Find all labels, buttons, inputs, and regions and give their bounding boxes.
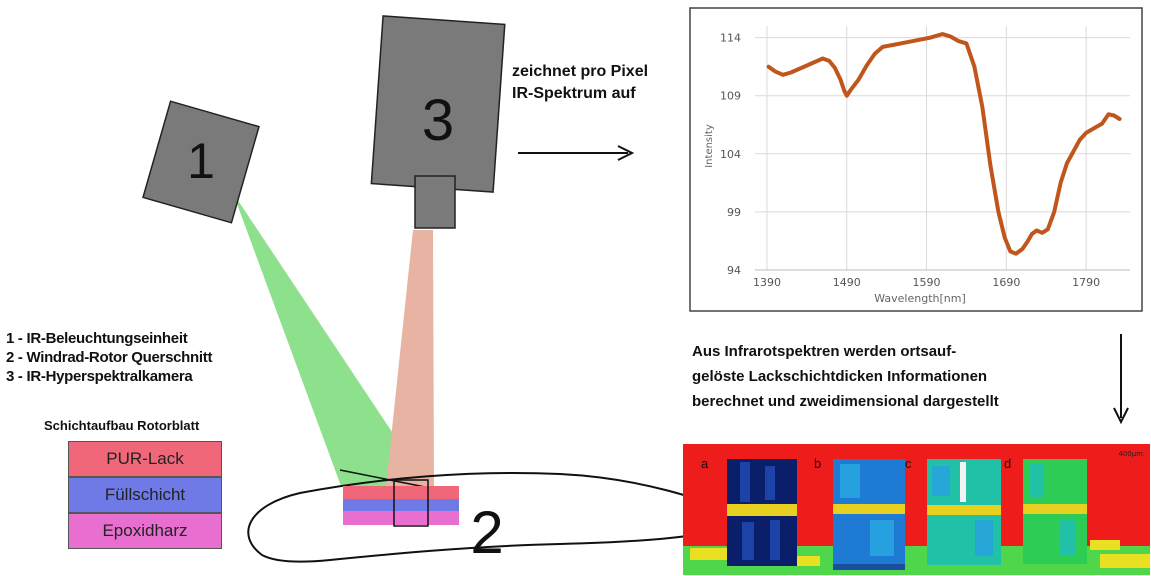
heatmap-panel-c: c (905, 456, 1001, 565)
y-axis-label: Intensity (704, 124, 715, 168)
y-tick-label-4: 114 (720, 32, 741, 45)
panel-letter-c: c (905, 456, 912, 471)
heatmap-bottom-noise-7 (1090, 540, 1120, 550)
heatmap-panel-d: d (1004, 456, 1087, 564)
y-tick-label-1: 99 (727, 206, 741, 219)
rotor-blade-number: 2 (470, 499, 503, 566)
blade-layer-fill (343, 499, 459, 511)
panel-letter-b: b (814, 456, 821, 471)
spectrum-line (766, 32, 1122, 256)
chart-frame (689, 7, 1143, 312)
measurement-window (393, 479, 429, 527)
arrow-to-spectrum (518, 145, 635, 161)
camera-beam (386, 230, 434, 486)
blade-layer-epoxy (343, 511, 459, 525)
x-tick-label-3: 1690 (992, 276, 1020, 289)
y-tick-label-3: 109 (720, 90, 741, 103)
legend-line-1: 1 - IR-Beleuchtungseinheit (6, 330, 188, 347)
spectrum-chart: 94 99 104 109 114 1390 1490 1590 1690 1790 Wavele… (689, 7, 1143, 312)
blade-layer-pur (343, 486, 459, 499)
heatmap-bottom-noise-1 (690, 548, 730, 560)
illumination-unit-number: 1 (187, 133, 215, 189)
blade-chord-line (339, 469, 431, 489)
chart-grid (755, 26, 1130, 271)
result-caption-line-3: berechnet und zweidimensional dargestell… (692, 393, 999, 410)
illumination-unit (142, 100, 260, 224)
layer-pur-lack: PUR-Lack (68, 441, 222, 477)
panel-letter-a: a (701, 456, 709, 471)
arrow-caption-line-1: zeichnet pro Pixel (512, 63, 649, 80)
arrow-caption-line-2: IR-Spektrum auf (512, 85, 636, 102)
layer-epoxidharz: Epoxidharz (68, 513, 222, 549)
result-caption-line-2: gelöste Lackschichtdicken Informationen (692, 368, 988, 385)
camera-lens (414, 175, 456, 229)
heatmap-panel-b: b (814, 456, 905, 570)
heatmap-scale-label: 400µm (1118, 450, 1143, 458)
y-tick-label-0: 94 (727, 264, 741, 277)
layer-fuellschicht: Füllschicht (68, 477, 222, 513)
heatmap-panel-a: a (701, 456, 797, 566)
chart-ticks: 94 99 104 109 114 1390 1490 1590 1690 1790 (720, 32, 1100, 289)
x-tick-label-4: 1790 (1072, 276, 1100, 289)
thickness-heatmap: a b c d 4 (683, 444, 1150, 575)
heatmap-bottom-noise-6 (1100, 554, 1150, 568)
illumination-beam (233, 193, 428, 486)
legend-line-2: 2 - Windrad-Rotor Querschnitt (6, 349, 213, 366)
x-tick-label-2: 1590 (913, 276, 941, 289)
x-axis-label: Wavelength[nm] (874, 292, 966, 305)
panel-letter-d: d (1004, 456, 1011, 471)
camera-number: 3 (422, 88, 454, 153)
x-tick-label-0: 1390 (753, 276, 781, 289)
arrow-to-heatmap (1113, 334, 1129, 425)
x-tick-label-1: 1490 (833, 276, 861, 289)
layer-stack-title: Schichtaufbau Rotorblatt (44, 418, 200, 433)
legend-line-3: 3 - IR-Hyperspektralkamera (6, 368, 193, 385)
result-caption-line-1: Aus Infrarotspektren werden ortsauf- (692, 343, 957, 360)
y-tick-label-2: 104 (720, 148, 741, 161)
